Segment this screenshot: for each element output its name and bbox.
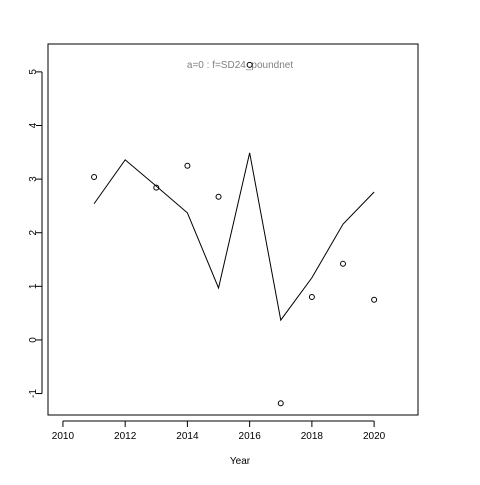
y-tick-label: -1 xyxy=(28,389,39,398)
x-tick-label: 2012 xyxy=(114,431,137,442)
point xyxy=(340,260,347,267)
y-tick-label: 5 xyxy=(28,69,39,75)
plot-box xyxy=(47,43,419,416)
point xyxy=(215,193,222,200)
x-tick-label: 2014 xyxy=(176,431,199,442)
x-tick-label: 2020 xyxy=(363,431,386,442)
y-tick-label: 3 xyxy=(28,176,39,182)
chart-title: a=0 : f=SD24_poundnet xyxy=(187,60,293,71)
point xyxy=(184,162,191,169)
y-tick-label: 4 xyxy=(28,122,39,128)
y-tick-label: 0 xyxy=(28,337,39,343)
point xyxy=(246,61,253,68)
y-tick-label: 2 xyxy=(28,229,39,235)
point xyxy=(153,184,160,191)
point xyxy=(277,400,284,407)
line xyxy=(93,152,375,322)
point xyxy=(308,294,315,301)
y-tick-label: 1 xyxy=(28,283,39,289)
x-axis-label: Year xyxy=(230,456,251,467)
point xyxy=(91,173,98,180)
x-tick-label: 2018 xyxy=(301,431,324,442)
x-tick-label: 2010 xyxy=(52,431,75,442)
x-tick-label: 2016 xyxy=(239,431,262,442)
point xyxy=(371,296,378,303)
